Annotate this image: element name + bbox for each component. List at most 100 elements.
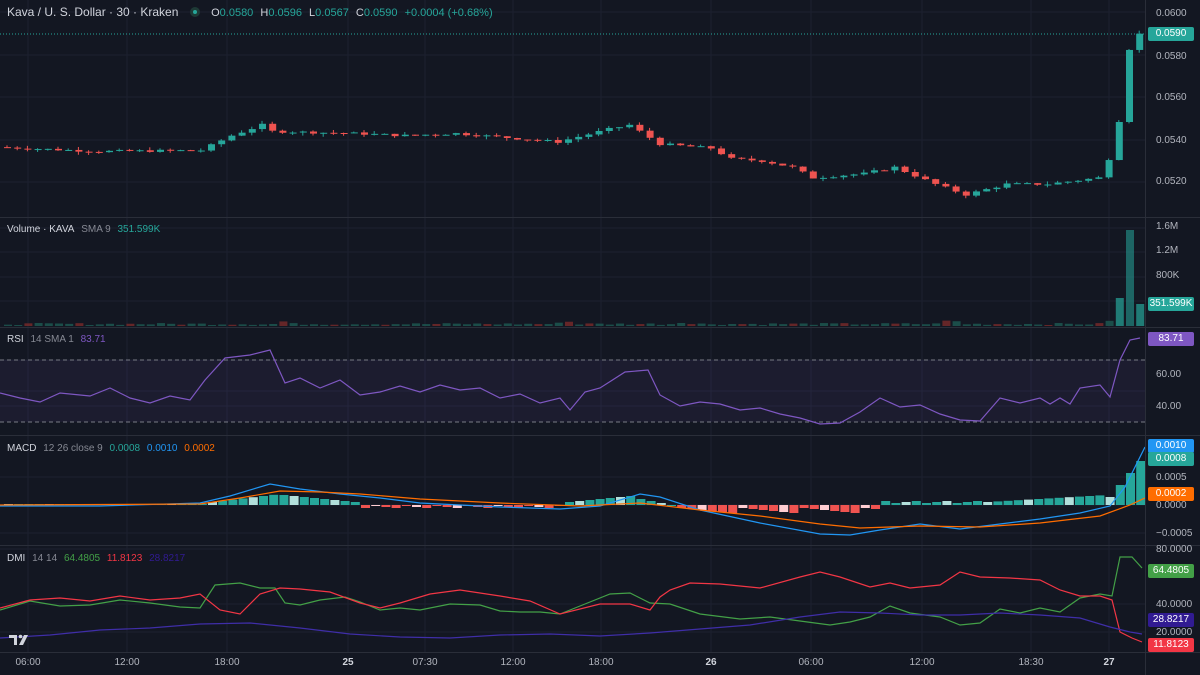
macd-hist-bar — [544, 505, 554, 508]
symbol-title[interactable]: Kava / U. S. Dollar · 30 · Kraken — [7, 5, 179, 19]
volume-bar — [391, 324, 400, 326]
candle-body — [269, 123, 277, 131]
volume-axis-label: 1.6M — [1156, 221, 1179, 232]
macd-hist-bar — [911, 501, 921, 505]
candle-body — [1095, 177, 1103, 179]
dmi-legend[interactable]: DMI 14 14 64.4805 11.8123 28.8217 — [7, 552, 189, 566]
volume-bar — [932, 323, 941, 326]
macd-hist-bar — [340, 501, 350, 505]
macd-hist-bar — [1126, 473, 1135, 505]
candle-body — [871, 170, 878, 173]
macd-hist-bar — [1085, 496, 1095, 505]
volume-bar — [412, 323, 420, 326]
volume-bar — [677, 322, 686, 326]
candle-body — [218, 140, 226, 145]
candle-body — [65, 149, 73, 151]
volume-bar — [187, 323, 196, 326]
candle-body — [208, 144, 215, 151]
macd-hist-bar — [626, 496, 636, 505]
candle-body — [279, 130, 287, 133]
macd-hist-value: 0.0008 — [109, 443, 141, 454]
volume-bar — [116, 324, 125, 326]
volume-bar — [983, 324, 992, 326]
macd-hist-bar — [962, 502, 972, 505]
volume-bar — [544, 324, 553, 326]
dmi-plus-di-line — [0, 571, 1143, 643]
volume-bar — [55, 323, 63, 326]
volume-bar — [585, 323, 594, 326]
volume-bar — [656, 324, 665, 326]
volume-bar — [565, 321, 573, 326]
candle-body — [932, 179, 940, 184]
macd-hist-bar — [1095, 495, 1105, 505]
candle-body — [1085, 178, 1093, 181]
macd-hist-bar — [830, 505, 840, 511]
pane-separator[interactable] — [0, 217, 1200, 218]
candle-body — [769, 161, 776, 164]
volume-bar — [830, 323, 839, 326]
volume-bar — [483, 324, 492, 326]
candle-body — [371, 133, 379, 135]
close-label: C — [355, 7, 364, 19]
macd-hist-bar — [1136, 461, 1145, 505]
volume-bar — [442, 323, 451, 326]
macd-legend[interactable]: MACD 12 26 close 9 0.0008 0.0010 0.0002 — [7, 442, 219, 456]
chart-canvas[interactable] — [0, 0, 1145, 675]
tradingview-logo-icon[interactable] — [8, 632, 30, 648]
rsi-axis-label: 60.00 — [1156, 369, 1182, 380]
candle-body — [1024, 183, 1031, 185]
candle-body — [881, 170, 889, 172]
candle-body — [952, 186, 960, 192]
macd-hist-bar — [1064, 497, 1074, 505]
macd-hist-bar — [565, 502, 574, 505]
candle-body — [922, 176, 929, 180]
macd-hist-bar — [503, 505, 513, 507]
volume-bar — [493, 324, 502, 326]
pane-separator[interactable] — [0, 435, 1200, 436]
candle-body — [401, 134, 409, 137]
candle-body — [106, 150, 113, 153]
macd-hist-bar — [248, 497, 258, 505]
rsi-title: RSI — [7, 334, 24, 345]
candle-body — [1075, 180, 1082, 182]
candle-body — [850, 174, 858, 176]
candle-body — [361, 132, 368, 135]
macd-hist-bar — [616, 497, 625, 505]
volume-value: 351.599K — [117, 224, 161, 235]
dmi-params: 14 14 — [32, 553, 58, 564]
volume-bar — [14, 324, 23, 326]
candle-body — [911, 172, 919, 177]
volume-legend[interactable]: Volume · KAVA SMA 9 351.599K — [7, 223, 164, 237]
macd-axis-label: 0.0005 — [1156, 472, 1187, 483]
candle-body — [514, 137, 521, 140]
volume-tag: 351.599K — [1148, 297, 1194, 311]
candle-body — [983, 189, 991, 192]
macd-signal-tag: 0.0002 — [1148, 487, 1194, 501]
macd-hist-bar — [422, 505, 432, 508]
volume-sma: SMA 9 — [81, 224, 111, 235]
macd-hist-bar — [809, 505, 819, 509]
macd-hist-bar — [901, 502, 911, 505]
macd-hist-bar — [707, 505, 717, 511]
volume-bar — [85, 324, 94, 326]
candle-body — [799, 166, 807, 172]
macd-hist-bar — [677, 505, 687, 508]
volume-bar — [718, 324, 726, 326]
time-axis-label: 18:00 — [214, 657, 240, 668]
volume-bar — [667, 324, 675, 326]
candle-body — [157, 149, 164, 152]
candle-body — [248, 129, 256, 133]
volume-bar — [534, 324, 543, 326]
macd-title: MACD — [7, 443, 37, 454]
last-price-tag: 0.0590 — [1148, 27, 1194, 41]
volume-bar — [44, 323, 53, 326]
candle-body — [146, 150, 154, 152]
main-legend: Kava / U. S. Dollar · 30 · Kraken O0.058… — [7, 5, 501, 20]
candle-body — [463, 133, 470, 136]
rsi-legend[interactable]: RSI 14 SMA 1 83.71 — [7, 333, 110, 347]
candle-body — [350, 132, 358, 134]
pane-separator[interactable] — [0, 327, 1200, 328]
macd-hist-bar — [1054, 497, 1064, 505]
pane-separator[interactable] — [0, 545, 1200, 546]
